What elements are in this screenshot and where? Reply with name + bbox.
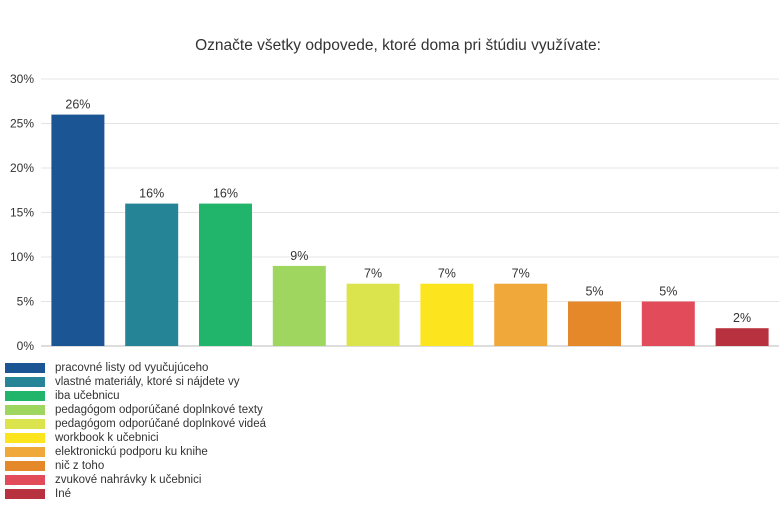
legend-label: pedagógom odporúčané doplnkové videá [55, 418, 266, 430]
data-label: 7% [512, 267, 530, 281]
legend-swatch [5, 489, 45, 499]
legend-swatch [5, 475, 45, 485]
data-label: 16% [139, 187, 164, 201]
legend-swatch [5, 405, 45, 415]
legend-label: Iné [55, 488, 71, 500]
bar[interactable] [715, 328, 769, 346]
y-tick-label: 15% [10, 206, 34, 220]
bar[interactable] [494, 283, 548, 346]
legend-item[interactable]: pedagógom odporúčané doplnkové videá [5, 417, 266, 431]
legend-label: elektronickú podporu ku knihe [55, 446, 208, 458]
legend-label: iba učebnicu [55, 390, 120, 402]
bar[interactable] [51, 114, 105, 346]
legend-item[interactable]: nič z toho [5, 459, 266, 473]
legend-label: workbook k učebnici [55, 432, 159, 444]
legend-item[interactable]: workbook k učebnici [5, 431, 266, 445]
bar[interactable] [272, 265, 326, 346]
legend-label: zvukové nahrávky k učebnici [55, 474, 202, 486]
data-label: 26% [65, 98, 90, 112]
legend-item[interactable]: zvukové nahrávky k učebnici [5, 473, 266, 487]
data-label: 2% [733, 311, 751, 325]
legend-label: pracovné listy od vyučujúceho [55, 362, 209, 374]
y-tick-label: 10% [10, 250, 34, 264]
y-tick-label: 0% [17, 339, 35, 353]
bar[interactable] [641, 301, 695, 347]
legend-label: vlastné materiály, ktoré si nájdete vy [55, 376, 240, 388]
legend-item[interactable]: iba učebnicu [5, 389, 266, 403]
y-tick-label: 20% [10, 161, 34, 175]
data-labels: 26% 16% 16% 9% 7% 7% 7% 5% 5% 2% [65, 98, 751, 326]
legend-item[interactable]: elektronickú podporu ku knihe [5, 445, 266, 459]
data-label: 5% [659, 285, 677, 299]
data-label: 9% [290, 249, 308, 263]
legend-swatch [5, 419, 45, 429]
legend-swatch [5, 461, 45, 471]
legend-item[interactable]: Iné [5, 487, 266, 501]
data-label: 7% [438, 267, 456, 281]
legend-item[interactable]: vlastné materiály, ktoré si nájdete vy [5, 375, 266, 389]
legend-item[interactable]: pedagógom odporúčané doplnkové texty [5, 403, 266, 417]
legend-swatch [5, 391, 45, 401]
legend-item[interactable]: pracovné listy od vyučujúceho [5, 361, 266, 375]
data-label: 16% [213, 187, 238, 201]
y-axis: 0% 5% 10% 15% 20% 25% 30% [10, 72, 34, 353]
legend-swatch [5, 447, 45, 457]
chart-title: Označte všetky odpovede, ktoré doma pri … [195, 37, 601, 54]
data-label: 5% [585, 285, 603, 299]
legend-label: pedagógom odporúčané doplnkové texty [55, 404, 263, 416]
bar[interactable] [420, 283, 474, 346]
bar[interactable] [568, 301, 621, 347]
legend: pracovné listy od vyučujúceho vlastné mat… [5, 361, 266, 501]
legend-swatch [5, 433, 45, 443]
bars [51, 114, 769, 347]
data-label: 7% [364, 267, 382, 281]
legend-swatch [5, 363, 45, 373]
bar[interactable] [125, 203, 179, 346]
bar[interactable] [346, 283, 400, 346]
y-tick-label: 25% [10, 117, 34, 131]
y-tick-label: 5% [17, 295, 35, 309]
legend-label: nič z toho [55, 460, 105, 472]
legend-swatch [5, 377, 45, 387]
bar-chart: Označte všetky odpovede, ktoré doma pri … [10, 37, 779, 353]
bar[interactable] [199, 203, 252, 346]
y-tick-label: 30% [10, 72, 34, 86]
